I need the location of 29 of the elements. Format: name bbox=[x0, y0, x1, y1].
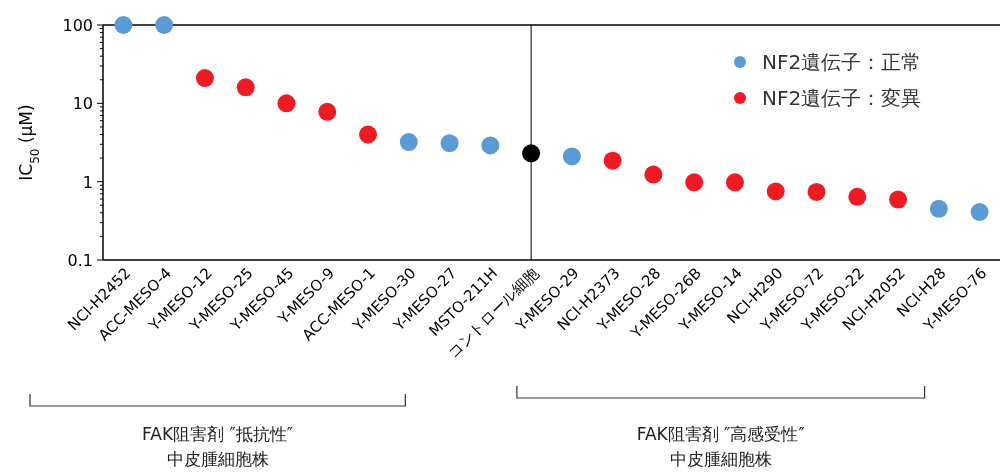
point bbox=[236, 78, 255, 97]
point bbox=[114, 16, 133, 34]
y-tick-label: 0.1 bbox=[67, 251, 93, 270]
point bbox=[195, 69, 214, 88]
point bbox=[318, 102, 337, 121]
y-tick-label: 100 bbox=[62, 16, 93, 35]
legend-label: NF2遺伝子：正常 bbox=[762, 50, 922, 74]
point bbox=[766, 182, 785, 201]
y-tick-label: 10 bbox=[72, 94, 93, 114]
text: FAK阻害剤 ″高感受性″ 中皮腫細胞株 bbox=[636, 424, 805, 469]
point bbox=[440, 134, 459, 153]
legend-label: NF2遺伝子：変異 bbox=[762, 86, 922, 110]
point bbox=[359, 125, 378, 144]
point bbox=[889, 190, 908, 209]
point bbox=[929, 199, 948, 218]
point bbox=[685, 173, 704, 192]
point bbox=[155, 16, 174, 34]
point bbox=[807, 182, 826, 201]
point bbox=[603, 151, 622, 170]
point bbox=[644, 165, 663, 184]
text: FAK阻害剤 ″抵抗性″ 中皮腫細胞株 bbox=[142, 424, 294, 469]
point bbox=[481, 136, 500, 155]
point bbox=[399, 133, 418, 152]
point bbox=[725, 173, 744, 192]
point bbox=[562, 147, 581, 166]
point bbox=[277, 94, 296, 113]
point bbox=[848, 187, 867, 206]
y-tick-label: 1 bbox=[82, 172, 93, 192]
point bbox=[970, 203, 989, 221]
